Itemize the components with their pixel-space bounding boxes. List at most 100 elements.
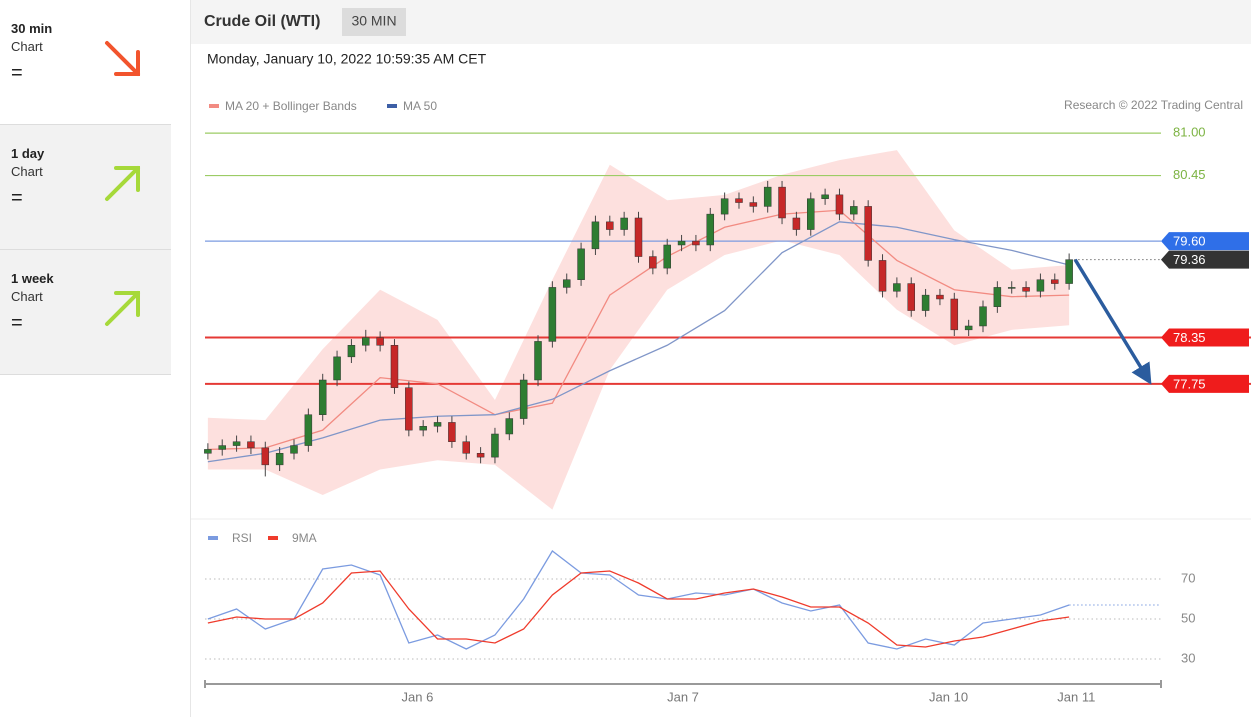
level-label-box [1161, 328, 1249, 347]
candle-body [405, 387, 413, 431]
candle-body [749, 202, 758, 207]
candle-body [505, 418, 514, 435]
timeframe: 1 week [11, 271, 54, 286]
x-tick-label: Jan 11 [1057, 689, 1095, 704]
candle-body [634, 217, 643, 257]
moving-average [207, 209, 1070, 451]
signal: = [11, 62, 23, 84]
candle-body [362, 337, 370, 346]
candle-body [649, 256, 657, 269]
candle-body [677, 240, 686, 246]
level-label: 80.45 [1173, 167, 1206, 182]
candle-body [433, 422, 442, 427]
candle-body [562, 279, 571, 288]
legend-label: 9MA [292, 531, 317, 545]
trend-arrow-down [105, 41, 140, 76]
candle-body [706, 213, 715, 246]
candle-body [548, 287, 557, 342]
timeframe: 1 day [11, 146, 45, 161]
instrument-title: Crude Oil (WTI) [204, 13, 320, 30]
candle-body [663, 244, 671, 269]
level-label: 81.00 [1173, 125, 1206, 140]
candle-body [735, 198, 743, 203]
legend-label: MA 50 [403, 99, 437, 113]
y-tick-label: 70 [1181, 570, 1195, 585]
candle-body [950, 298, 959, 331]
candle-body [792, 217, 801, 230]
candle-body [720, 198, 729, 215]
timeframe-item[interactable]: 1 day Chart = [0, 125, 171, 250]
candle-body [247, 441, 255, 449]
candle-body [318, 379, 327, 415]
legend-label: RSI [232, 531, 252, 545]
candle-body [921, 294, 930, 311]
legend-swatch [387, 104, 397, 108]
candle-body [448, 422, 456, 442]
timeframe: 30 min [11, 21, 53, 36]
timeframe-item[interactable]: 30 min Chart = [0, 0, 171, 125]
candle-body [275, 453, 284, 466]
level-label: 77.75 [1173, 376, 1206, 391]
legend-label: MA 20 + Bollinger Bands [225, 99, 357, 113]
candle-body [347, 345, 356, 358]
candle-body [979, 306, 987, 327]
candle-body [864, 206, 872, 261]
sidebar: 30 min Chart = 1 day Chart = 1 week Char… [0, 0, 171, 375]
candle-body [807, 198, 815, 230]
level-label: 79.36 [1173, 252, 1206, 267]
candle-body [204, 449, 212, 454]
candle-body [304, 414, 313, 446]
candle-body [907, 283, 915, 311]
candle-body [936, 294, 944, 300]
legend-swatch [209, 104, 219, 108]
candle-body [893, 283, 901, 292]
candle-body [1036, 279, 1045, 292]
candle-body [462, 441, 470, 454]
level-label: 79.60 [1173, 234, 1206, 249]
candle-body [606, 221, 614, 230]
chart-panel: Crude Oil (WTI) 30 MIN Monday, January 1… [190, 0, 1251, 717]
candle-body [376, 337, 384, 346]
x-tick-label: Jan 6 [402, 689, 434, 704]
indicator-line [207, 570, 1070, 648]
candle-body [232, 441, 241, 446]
signal: = [11, 312, 23, 334]
candle-body [1007, 287, 1016, 289]
forecast-arrow [1073, 258, 1152, 385]
candle-body [577, 248, 585, 280]
candle-body [692, 240, 700, 246]
candle-body [964, 325, 973, 331]
x-tick-label: Jan 7 [667, 689, 699, 704]
level-label-box [1161, 374, 1249, 393]
timeframe-badge-text: 30 MIN [351, 13, 396, 29]
item-label: Chart [11, 39, 43, 54]
candle-body [1022, 287, 1030, 292]
candle-body [778, 186, 786, 219]
legend-swatch [268, 536, 278, 540]
x-tick-label: Jan 10 [929, 689, 968, 704]
credit: Research © 2022 Trading Central [1064, 98, 1243, 112]
candle-body [534, 341, 542, 381]
y-tick-label: 50 [1181, 610, 1195, 625]
item-label: Chart [11, 289, 43, 304]
candle-body [878, 260, 887, 292]
candle-body [850, 206, 858, 215]
timestamp: Monday, January 10, 2022 10:59:35 AM CET [207, 51, 487, 67]
candle-body [290, 445, 298, 454]
level-label-box [1161, 250, 1249, 269]
moving-average [207, 221, 1070, 463]
indicator-line [207, 550, 1070, 650]
candle-body [390, 345, 399, 388]
legend-swatch [208, 536, 218, 540]
candle-body [1065, 259, 1073, 284]
candle-body [333, 356, 341, 381]
level-label: 78.35 [1173, 330, 1206, 345]
candle-body [476, 453, 485, 458]
candle-body [620, 217, 628, 230]
timeframe-item[interactable]: 1 week Chart = [0, 250, 171, 375]
candle-body [821, 194, 829, 199]
candle-body [763, 186, 772, 207]
candle-body [1051, 279, 1059, 284]
candle-body [491, 433, 499, 458]
